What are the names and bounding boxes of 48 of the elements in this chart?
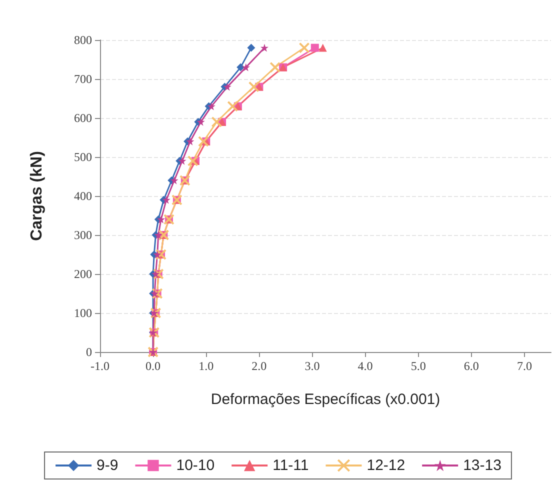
x-tick-label: 0.0 — [146, 359, 161, 373]
point — [260, 44, 268, 52]
point — [170, 176, 178, 184]
point — [178, 156, 186, 165]
x-tick-label: -1.0 — [90, 359, 110, 373]
x-tick-label: 2.0 — [252, 359, 267, 373]
x-axis-title: Deformações Específicas (x0.001) — [210, 391, 440, 408]
point — [270, 62, 281, 73]
legend-label: 10-10 — [176, 457, 215, 474]
point — [227, 100, 238, 112]
point — [247, 44, 256, 52]
y-tick-label: 400 — [74, 189, 92, 203]
x-tick-label: 1.0 — [198, 359, 214, 373]
x-tick-label: 3.0 — [304, 359, 320, 373]
point — [198, 136, 209, 147]
point — [153, 250, 162, 258]
point — [154, 231, 162, 239]
legend-label: 12-12 — [366, 457, 406, 474]
y-tick-label: 600 — [74, 111, 92, 125]
x-tick-label: 4.0 — [358, 359, 373, 373]
point — [207, 102, 216, 110]
point — [310, 44, 319, 52]
point — [211, 116, 222, 128]
point — [242, 63, 250, 72]
point — [298, 42, 310, 54]
y-axis-title: Cargas (kN) — [28, 151, 46, 241]
point — [248, 81, 260, 92]
legend-label: 13-13 — [463, 457, 502, 474]
point — [157, 215, 166, 224]
y-tick-label: 200 — [74, 267, 92, 281]
point — [187, 155, 198, 166]
point — [186, 137, 194, 146]
x-tick-label: 6.0 — [464, 359, 479, 373]
x-tick-label: 5.0 — [410, 359, 426, 373]
y-tick-label: 500 — [74, 150, 92, 164]
point — [162, 196, 170, 204]
legend-label: 9-9 — [96, 457, 118, 474]
point — [236, 63, 245, 72]
x-tick-label: 7.0 — [516, 359, 532, 373]
y-tick-label: 800 — [74, 33, 92, 47]
point — [196, 118, 205, 126]
y-tick-label: 700 — [74, 72, 92, 86]
point — [152, 270, 160, 278]
y-tick-label: 0 — [86, 345, 92, 359]
legend-label: 11-11 — [272, 457, 309, 474]
y-tick-label: 100 — [74, 306, 92, 320]
point — [223, 82, 232, 91]
y-tick-label: 300 — [74, 228, 92, 242]
